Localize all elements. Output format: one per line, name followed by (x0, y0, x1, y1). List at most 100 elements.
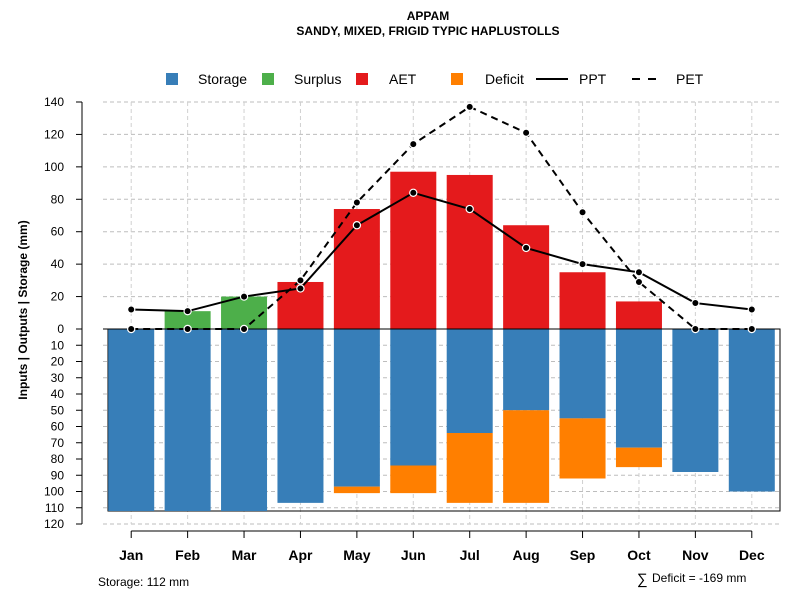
month-label-sep: Sep (570, 547, 596, 563)
pet-point-nov (691, 324, 700, 334)
chart-subtitle: SANDY, MIXED, FRIGID TYPIC HAPLUSTOLLS (296, 24, 559, 38)
y-tick-label: 110 (45, 501, 64, 515)
month-label-jan: Jan (119, 547, 143, 563)
ppt-point-dec (747, 305, 756, 314)
storage-bar-aug (503, 329, 550, 411)
month-label-oct: Oct (627, 547, 651, 563)
storage-bar-sep (559, 329, 606, 419)
pet-point-apr (296, 276, 305, 285)
storage-bar-mar (221, 329, 268, 511)
pet-point-jun (409, 139, 418, 149)
ppt-point-sep (578, 259, 587, 269)
month-label-apr: Apr (288, 547, 313, 563)
aet-bar-oct (615, 301, 662, 329)
storage-footer: Storage: 112 mm (98, 575, 189, 589)
y-tick-label: 40 (51, 257, 65, 271)
y-tick-label: 80 (51, 192, 65, 206)
ppt-point-jul (465, 204, 474, 214)
deficit-bar-may (333, 486, 380, 494)
month-label-jun: Jun (401, 547, 426, 563)
storage-bar-jul (446, 329, 493, 433)
y-tick-label: 120 (44, 517, 64, 531)
y-tick-label: 70 (51, 436, 65, 450)
legend-label-ppt: PPT (579, 71, 607, 87)
y-tick-label: 30 (51, 371, 65, 385)
y-tick-label: 100 (44, 485, 64, 499)
y-tick-label: 20 (51, 355, 65, 369)
storage-bar-feb (164, 329, 211, 511)
y-tick-label: 90 (51, 468, 65, 482)
lines (127, 102, 756, 334)
month-label-nov: Nov (682, 547, 709, 563)
ppt-point-apr (296, 284, 305, 293)
pet-point-may (352, 198, 362, 207)
storage-bar-apr (277, 329, 324, 503)
ppt-point-oct (634, 268, 644, 277)
pet-point-jul (465, 102, 474, 112)
month-label-may: May (343, 547, 370, 563)
legend-label-deficit: Deficit (485, 71, 524, 87)
pet-point-dec (747, 324, 756, 334)
storage-bar-jun (390, 329, 437, 466)
month-label-feb: Feb (175, 547, 200, 563)
pet-point-sep (578, 208, 587, 217)
aet-bar-aug (503, 225, 550, 329)
chart-title: APPAM (407, 9, 449, 23)
y-tick-label: 60 (51, 225, 65, 239)
y-tick-label: 80 (51, 452, 65, 466)
y-tick-label: 60 (51, 420, 65, 434)
y-tick-label: 120 (44, 127, 64, 141)
legend-swatch-aet (356, 73, 368, 85)
y-tick-label: 0 (57, 322, 64, 336)
legend-swatch-surplus (262, 73, 274, 85)
sum-symbol: ∑ (637, 571, 648, 588)
pet-point-feb (183, 324, 192, 334)
ppt-point-jun (409, 188, 418, 197)
ppt-point-may (352, 221, 362, 230)
ppt-point-jan (127, 305, 136, 314)
storage-bar-nov (672, 329, 719, 472)
storage-bar-dec (728, 329, 775, 492)
pet-point-jan (127, 324, 136, 334)
bars (107, 171, 781, 512)
ppt-line (131, 191, 752, 313)
legend-swatch-deficit (451, 73, 463, 85)
storage-bar-jan (108, 329, 155, 511)
y-tick-label: 40 (51, 387, 65, 401)
y-tick-label: 100 (44, 160, 64, 174)
ppt-point-mar (239, 292, 249, 301)
surplus-bar-mar (221, 296, 268, 329)
y-tick-label: 10 (51, 338, 65, 352)
ppt-point-nov (691, 298, 700, 308)
deficit-bar-oct (615, 447, 662, 468)
pet-point-mar (239, 324, 249, 334)
surplus-bar-feb (164, 311, 211, 329)
deficit-bar-aug (503, 410, 550, 503)
pet-point-oct (634, 277, 644, 287)
pet-point-aug (521, 128, 531, 138)
month-label-dec: Dec (739, 547, 765, 563)
axes: 0 20 40 60 80 100 120 140 10 20 30 40 50 60 70 80 90 100 1… (44, 95, 780, 563)
aet-bar-sep (559, 272, 606, 329)
storage-bar-oct (615, 329, 662, 448)
legend-label-pet: PET (676, 71, 704, 87)
y-axis-label: Inputs | Outputs | Storage (mm) (16, 220, 30, 399)
month-label-jul: Jul (460, 547, 480, 563)
deficit-footer: Deficit = -169 mm (652, 571, 746, 585)
y-tick-label: 140 (44, 95, 64, 109)
legend-swatch-storage (166, 73, 178, 85)
y-tick-label: 50 (51, 403, 65, 417)
month-label-mar: Mar (232, 547, 257, 563)
month-label-aug: Aug (513, 547, 540, 563)
ppt-point-feb (183, 306, 192, 316)
ppt-point-aug (521, 243, 531, 253)
aet-bar-jul (446, 174, 493, 329)
legend-label-storage: Storage (198, 71, 247, 87)
legend: Storage Surplus AET Deficit PPT PET (166, 71, 704, 87)
legend-label-surplus: Surplus (294, 71, 341, 87)
storage-bar-may (333, 329, 380, 487)
deficit-bar-jul (446, 433, 493, 503)
deficit-bar-jun (390, 465, 437, 494)
deficit-bar-sep (559, 418, 606, 479)
